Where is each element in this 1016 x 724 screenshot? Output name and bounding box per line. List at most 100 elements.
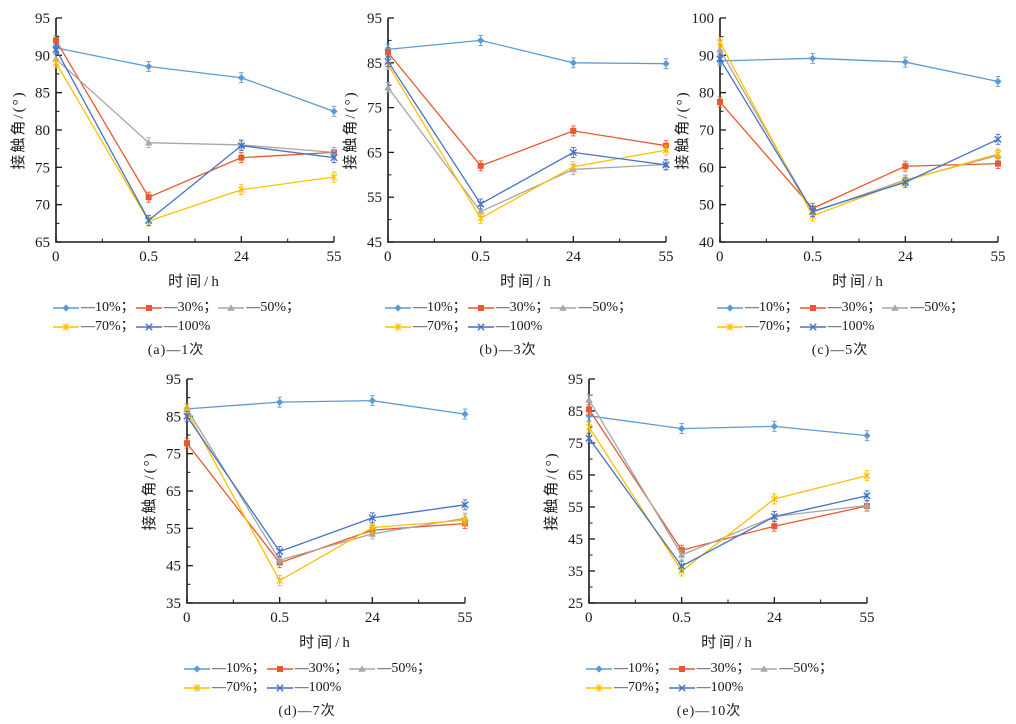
marker-triangle-icon — [559, 303, 568, 311]
chart-b: 45 55 65 75 85 95 0 0.5 24 55 接触角/(°) 时间/h —10%； —30%… — [342, 4, 674, 359]
marker-triangle-icon — [476, 207, 485, 215]
legend-line: —70%； —100% — [183, 678, 431, 697]
legend-label-30%: —30%； — [294, 661, 349, 676]
marker-diamond-icon — [477, 36, 485, 44]
legend-label-50%: —50%； — [246, 300, 300, 315]
y-axis-title: 接触角/(°) — [543, 451, 560, 530]
legend-swatch-30% — [799, 304, 826, 311]
legend-entry-100%: —100% — [467, 317, 542, 336]
y-tick-label: 85 — [35, 86, 50, 102]
marker-xcross-icon — [662, 161, 670, 169]
marker-triangle-icon — [760, 664, 769, 672]
marker-xcross-icon — [808, 322, 817, 331]
marker-square-icon — [238, 154, 245, 161]
marker-xcross-icon — [368, 514, 377, 522]
legend-label-100%: —100% — [696, 680, 744, 695]
legend-label-30%: —30%； — [163, 300, 218, 315]
marker-star-icon — [569, 162, 577, 171]
marker-xcross-icon — [901, 178, 910, 186]
y-tick-label: 45 — [166, 559, 181, 575]
legend-label-70%: —70%； — [211, 680, 266, 695]
marker-diamond-icon — [662, 60, 670, 68]
legend-line: —70%； —100% — [716, 317, 964, 336]
series-line-30% — [186, 442, 466, 564]
chart-caption-a: (a)—1次 — [147, 343, 205, 358]
legend-label-100%: —100% — [163, 319, 211, 334]
y-tick-label: 65 — [166, 484, 181, 500]
marker-diamond-icon — [770, 422, 778, 430]
marker-xcross-icon — [52, 45, 60, 54]
series-line-30% — [588, 409, 868, 551]
legend-entry-100%: —100% — [799, 317, 874, 336]
x-tick-label: 0 — [585, 610, 593, 626]
series-line-30% — [387, 52, 667, 167]
y-tick-label: 65 — [35, 235, 50, 251]
legend-swatch-10% — [384, 303, 411, 312]
legend-line: —10%； —30%； —50%； — [716, 298, 964, 317]
legend-label-30%: —30%； — [827, 300, 882, 315]
legend-swatch-10% — [52, 303, 79, 312]
legend-entry-50%: —50%； — [549, 298, 632, 317]
marker-xcross-icon — [677, 683, 686, 692]
marker-square-icon — [477, 162, 484, 169]
y-tick-label: 35 — [568, 564, 583, 580]
marker-xcross-icon — [476, 322, 485, 331]
y-tick-label: 85 — [367, 56, 382, 72]
legend-entry-10%: —10%； — [384, 298, 467, 317]
y-tick-label: 90 — [35, 48, 50, 64]
legend-label-70%: —70%； — [613, 680, 668, 695]
chart-plot-e: 25 35 45 55 65 75 85 95 0 0.5 24 55 接触角/(°) 时间/h — [543, 372, 875, 651]
y-tick-label: 75 — [367, 101, 382, 117]
legend-entry-30%: —30%； — [266, 659, 349, 678]
chart-caption-c: (c)—5次 — [811, 343, 869, 358]
legend-swatch-50% — [349, 664, 376, 672]
marker-star-icon — [595, 683, 603, 692]
marker-triangle-icon — [863, 501, 871, 509]
y-tick-label: 60 — [699, 160, 714, 176]
axes — [719, 18, 998, 243]
legend-swatch-70% — [183, 683, 210, 692]
x-tick-label: 55 — [991, 249, 1006, 265]
marker-star-icon — [716, 38, 724, 47]
y-tick-label: 55 — [568, 500, 583, 516]
marker-diamond-icon — [394, 303, 402, 312]
legend-swatch-100% — [668, 683, 695, 692]
marker-star-icon — [193, 683, 201, 692]
marker-xcross-icon — [144, 322, 153, 331]
marker-star-icon — [237, 185, 245, 194]
chart-plot-b: 45 55 65 75 85 95 0 0.5 24 55 接触角/(°) 时间/h — [342, 11, 674, 290]
legend-line: —10%； —30%； —50%； — [183, 659, 431, 678]
y-tick-label: 70 — [699, 123, 714, 139]
axes — [186, 379, 465, 604]
marker-xcross-icon — [585, 434, 593, 442]
chart-caption-d: (d)—7次 — [278, 704, 336, 719]
series-line-10% — [588, 415, 868, 437]
legend-entry-30%: —30%； — [467, 298, 549, 317]
legend-swatch-50% — [882, 303, 909, 311]
marker-diamond-icon — [368, 397, 376, 405]
marker-star-icon — [62, 322, 70, 331]
legend-label-10%: —10%； — [412, 300, 467, 315]
marker-triangle-icon — [716, 46, 724, 53]
legend-entry-70%: —70%； — [716, 317, 799, 336]
y-tick-label: 95 — [166, 372, 181, 388]
marker-square-icon — [717, 99, 723, 105]
figure-row-2: 35 45 55 65 75 85 95 0 0.5 24 55 接触角/(°) 时间/h —10%； —3… — [0, 365, 1016, 720]
chart-caption-b: (b)—3次 — [479, 343, 537, 358]
legend-swatch-30% — [135, 304, 162, 311]
legend-swatch-50% — [751, 664, 778, 672]
chart-legend-a: —10%； —30%； —50%； —70%； —100% — [52, 298, 300, 336]
x-tick-label: 55 — [327, 249, 342, 265]
chart-plot-c: 40 50 60 70 80 90 100 0 0.5 24 55 接触角/(°) 时间/h — [674, 11, 1006, 290]
x-tick-label: 0.5 — [270, 610, 289, 626]
y-tick-label: 75 — [35, 160, 50, 176]
marker-square-icon — [276, 665, 283, 672]
legend-swatch-70% — [585, 683, 612, 692]
marker-square-icon — [902, 163, 909, 170]
y-tick-label: 80 — [35, 123, 50, 139]
chart-legend-e: —10%； —30%； —50%； —70%； —100% — [585, 659, 833, 697]
marker-triangle-icon — [227, 303, 236, 311]
y-tick-label: 95 — [367, 11, 382, 27]
marker-star-icon — [276, 576, 284, 585]
marker-diamond-icon — [901, 58, 909, 66]
